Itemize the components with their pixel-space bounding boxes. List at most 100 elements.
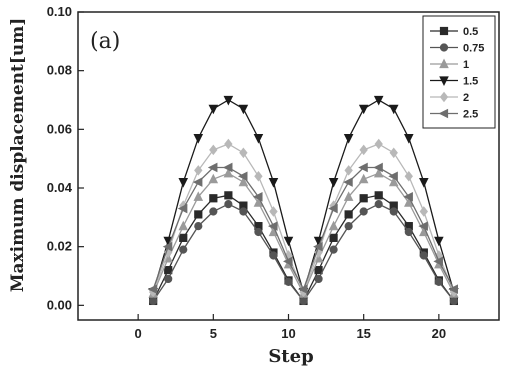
data-point bbox=[194, 222, 203, 231]
data-point bbox=[194, 210, 203, 219]
legend-marker bbox=[439, 26, 449, 36]
data-point bbox=[359, 194, 368, 203]
x-tick-label: 10 bbox=[281, 326, 295, 341]
data-point bbox=[254, 170, 263, 182]
y-tick-label: 0.08 bbox=[47, 63, 72, 78]
data-point bbox=[284, 277, 293, 286]
data-point bbox=[239, 147, 248, 159]
x-tick-label: 0 bbox=[135, 326, 142, 341]
legend-label: 0.75 bbox=[463, 43, 484, 55]
data-point bbox=[254, 227, 263, 237]
data-point bbox=[223, 167, 234, 178]
y-tick-label: 0.02 bbox=[47, 239, 72, 254]
data-point bbox=[222, 162, 233, 173]
data-point bbox=[178, 178, 189, 188]
data-point bbox=[164, 274, 173, 284]
data-point bbox=[209, 194, 218, 203]
series-0.75 bbox=[149, 200, 458, 306]
data-point bbox=[238, 176, 249, 187]
data-point bbox=[374, 200, 383, 209]
data-point bbox=[344, 210, 353, 219]
data-point bbox=[374, 191, 383, 200]
data-point bbox=[373, 95, 384, 106]
data-point bbox=[358, 104, 369, 115]
legend-label: 2 bbox=[463, 92, 469, 104]
legend-label: 1.5 bbox=[463, 76, 478, 88]
x-axis-title: Step bbox=[268, 346, 313, 367]
y-axis-title: Maximum displacement[um] bbox=[8, 18, 28, 293]
data-point bbox=[224, 200, 233, 209]
data-point bbox=[237, 171, 248, 182]
y-tick-label: 0.00 bbox=[47, 297, 72, 312]
legend-entry: 2.5 bbox=[430, 109, 478, 121]
data-point bbox=[373, 162, 383, 173]
legend-label: 0.5 bbox=[463, 26, 478, 38]
legend-label: 2.5 bbox=[463, 109, 478, 121]
data-point bbox=[388, 171, 398, 182]
data-point bbox=[179, 245, 188, 254]
data-point bbox=[162, 241, 173, 252]
data-point bbox=[164, 247, 173, 258]
data-point bbox=[313, 241, 323, 252]
data-point bbox=[193, 134, 204, 144]
data-point bbox=[389, 147, 398, 159]
data-point bbox=[343, 191, 354, 201]
data-point bbox=[178, 220, 189, 231]
data-point bbox=[223, 95, 234, 106]
data-point bbox=[419, 251, 428, 260]
data-point bbox=[267, 221, 278, 231]
data-point bbox=[404, 227, 413, 237]
data-point bbox=[344, 222, 353, 231]
data-point bbox=[224, 191, 233, 200]
data-point bbox=[239, 207, 248, 216]
data-point bbox=[147, 284, 158, 294]
y-tick-label: 0.10 bbox=[47, 4, 72, 19]
data-point bbox=[299, 296, 308, 306]
axis-ticks: 0 5 10 15 20 0.00 0.02 0.04 0.06 0.08 0.10 bbox=[47, 4, 446, 341]
data-point bbox=[343, 134, 354, 144]
data-point bbox=[358, 173, 369, 184]
legend-marker bbox=[439, 76, 449, 86]
data-point bbox=[298, 284, 308, 294]
data-point bbox=[358, 162, 368, 173]
data-point bbox=[389, 207, 398, 216]
legend: 0.5 0.75 1 1.5 2 2.5 bbox=[422, 15, 496, 129]
data-point bbox=[314, 247, 323, 258]
data-point bbox=[314, 274, 323, 284]
data-point bbox=[418, 221, 428, 231]
data-point bbox=[329, 233, 338, 242]
y-tick-label: 0.06 bbox=[47, 121, 72, 136]
legend-marker bbox=[439, 91, 449, 103]
series-line bbox=[152, 203, 455, 302]
data-point bbox=[328, 178, 339, 188]
data-point bbox=[448, 284, 458, 294]
data-point bbox=[434, 277, 443, 286]
legend-marker bbox=[439, 43, 449, 52]
legend-box bbox=[422, 15, 496, 129]
data-point bbox=[194, 165, 203, 176]
data-point bbox=[149, 296, 158, 306]
data-point bbox=[359, 207, 368, 216]
data-point bbox=[388, 104, 399, 115]
data-point bbox=[269, 206, 278, 217]
data-point bbox=[374, 138, 383, 150]
panel-label: (a) bbox=[90, 29, 120, 54]
legend-label: 1 bbox=[463, 59, 469, 71]
legend-entry: 1 bbox=[430, 58, 469, 71]
legend-entry: 1.5 bbox=[430, 76, 478, 88]
legend-marker bbox=[439, 58, 449, 69]
data-point bbox=[253, 134, 264, 144]
data-point bbox=[373, 167, 384, 178]
data-point bbox=[433, 256, 443, 267]
legend-entry: 0.75 bbox=[430, 43, 484, 55]
data-point bbox=[179, 233, 188, 242]
data-point bbox=[434, 236, 444, 247]
data-point bbox=[192, 177, 203, 187]
data-point bbox=[328, 220, 339, 231]
data-point bbox=[208, 104, 219, 115]
data-point bbox=[404, 170, 413, 182]
data-point bbox=[328, 203, 338, 214]
data-point bbox=[329, 245, 338, 254]
data-point bbox=[208, 173, 219, 184]
